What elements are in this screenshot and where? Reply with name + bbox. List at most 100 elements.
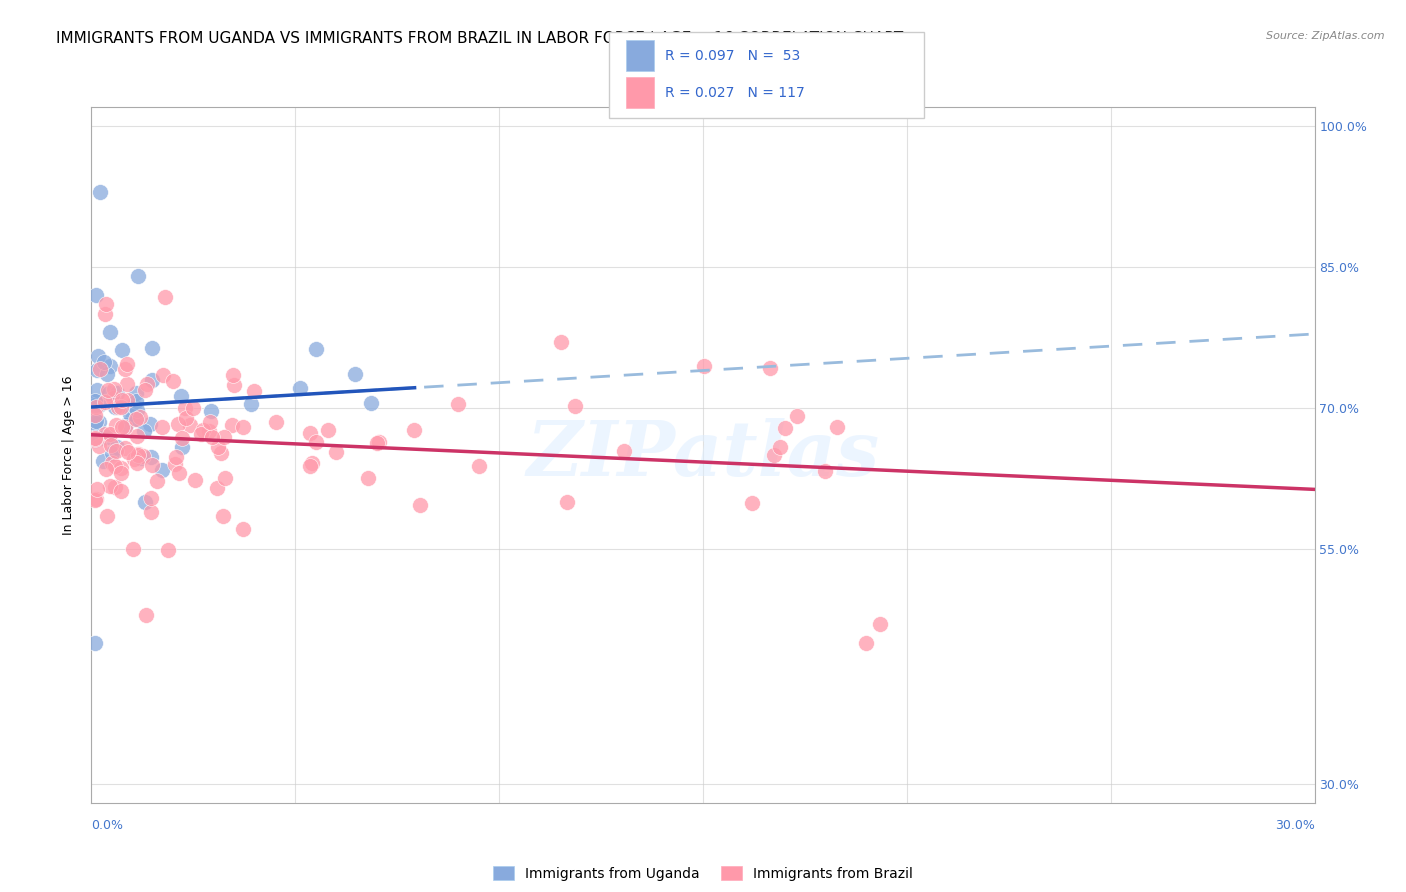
Point [122,541,145,556]
Point [122,399,145,413]
Point [814,465,837,479]
Point [93,354,115,368]
Point [222,368,245,383]
Point [98,359,121,373]
Point [105,385,128,400]
Y-axis label: In Labor Force | Age > 16: In Labor Force | Age > 16 [62,376,76,534]
Point [127,448,149,462]
Point [98,426,121,441]
Point [201,430,224,444]
Point [127,269,149,284]
Point [825,420,848,434]
Point [124,394,146,409]
Point [91,454,114,468]
Point [114,419,136,434]
Point [209,445,232,459]
Point [467,459,491,474]
Point [198,424,221,438]
Point [402,423,425,437]
Point [101,445,124,459]
Point [84,408,107,422]
Point [360,396,382,410]
Point [114,441,136,455]
Point [127,412,149,426]
Point [125,411,148,425]
Point [86,491,108,506]
Point [214,471,236,485]
Point [93,426,115,441]
Point [91,427,114,442]
Point [84,288,107,302]
Point [304,434,326,449]
Legend: Immigrants from Uganda, Immigrants from Brazil: Immigrants from Uganda, Immigrants from … [488,861,918,887]
Point [212,509,235,524]
Point [114,362,136,376]
Point [115,418,138,433]
Point [111,343,134,358]
Point [139,491,162,506]
Point [200,404,222,418]
Point [304,342,326,356]
Point [134,424,156,438]
Point [146,474,169,488]
Point [344,368,367,382]
Point [191,423,214,437]
Point [127,447,149,461]
Point [162,374,184,388]
Point [141,341,163,355]
Point [84,492,107,507]
Point [153,290,176,304]
Point [122,452,145,467]
Point [139,505,162,519]
Point [84,636,107,650]
Point [316,423,339,437]
Point [89,431,111,445]
Point [110,400,132,414]
Point [232,522,254,536]
Point [98,325,121,339]
Point [447,397,470,411]
Point [117,445,139,459]
Point [550,334,572,349]
Point [132,450,155,464]
Point [105,440,128,454]
Point [232,420,254,434]
Text: ZIPatlas: ZIPatlas [526,418,880,491]
Point [165,450,187,465]
Point [84,400,107,414]
Point [84,393,107,408]
Point [87,349,110,363]
Point [84,432,107,446]
Point [97,386,120,401]
Point [183,401,205,415]
Point [555,494,578,508]
Point [367,435,389,450]
Point [266,415,288,429]
Point [212,429,235,443]
Point [325,445,347,459]
Point [115,377,138,392]
Point [110,467,132,481]
Point [769,441,792,455]
Point [240,397,263,411]
Point [170,389,193,403]
Point [89,185,111,199]
Point [100,438,122,452]
Point [156,542,179,557]
Point [139,450,162,464]
Point [357,471,380,485]
Point [170,431,193,445]
Point [84,398,107,412]
Point [773,421,796,435]
Point [115,357,138,371]
Point [87,439,110,453]
Point [855,636,877,650]
Point [786,409,808,423]
Point [89,415,111,429]
Point [84,431,107,445]
Point [408,499,430,513]
Point [759,361,782,376]
Point [134,383,156,397]
Point [221,418,243,433]
Point [613,444,636,458]
